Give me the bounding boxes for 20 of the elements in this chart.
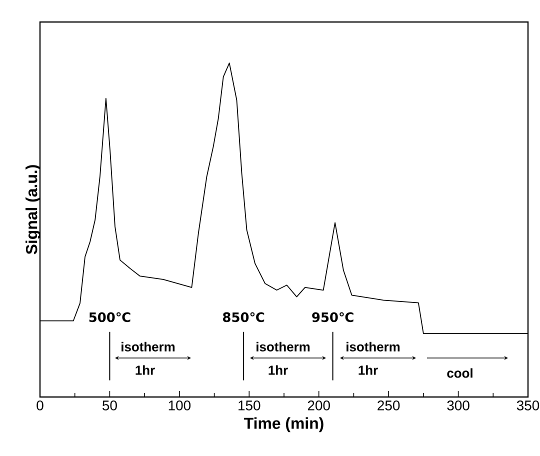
x-tick-label: 50 <box>102 400 117 410</box>
ref-line-label: 500℃ <box>89 312 130 322</box>
x-tick-label: 150 <box>238 400 260 410</box>
annotation: 1hr <box>358 365 378 375</box>
x-tick-label: 0 <box>36 400 44 410</box>
x-tick-label: 250 <box>378 400 400 410</box>
annotation: isotherm <box>122 342 175 352</box>
x-tick-label: 300 <box>447 400 470 410</box>
y-axis-title: Signal (a.u.) <box>26 165 40 254</box>
x-axis-title: Time (min) <box>244 417 324 432</box>
annotation: cool <box>447 368 472 378</box>
annotation: isotherm <box>256 342 310 352</box>
annotation: 1hr <box>136 365 155 375</box>
ref-line-label: 850℃ <box>223 312 264 322</box>
x-tick-label: 350 <box>516 400 540 410</box>
x-tick-label: 200 <box>308 400 330 410</box>
x-tick-label: 100 <box>168 400 191 410</box>
ref-line-label: 950℃ <box>312 312 354 322</box>
annotation: 1hr <box>268 365 288 375</box>
annotation: isotherm <box>346 342 400 352</box>
